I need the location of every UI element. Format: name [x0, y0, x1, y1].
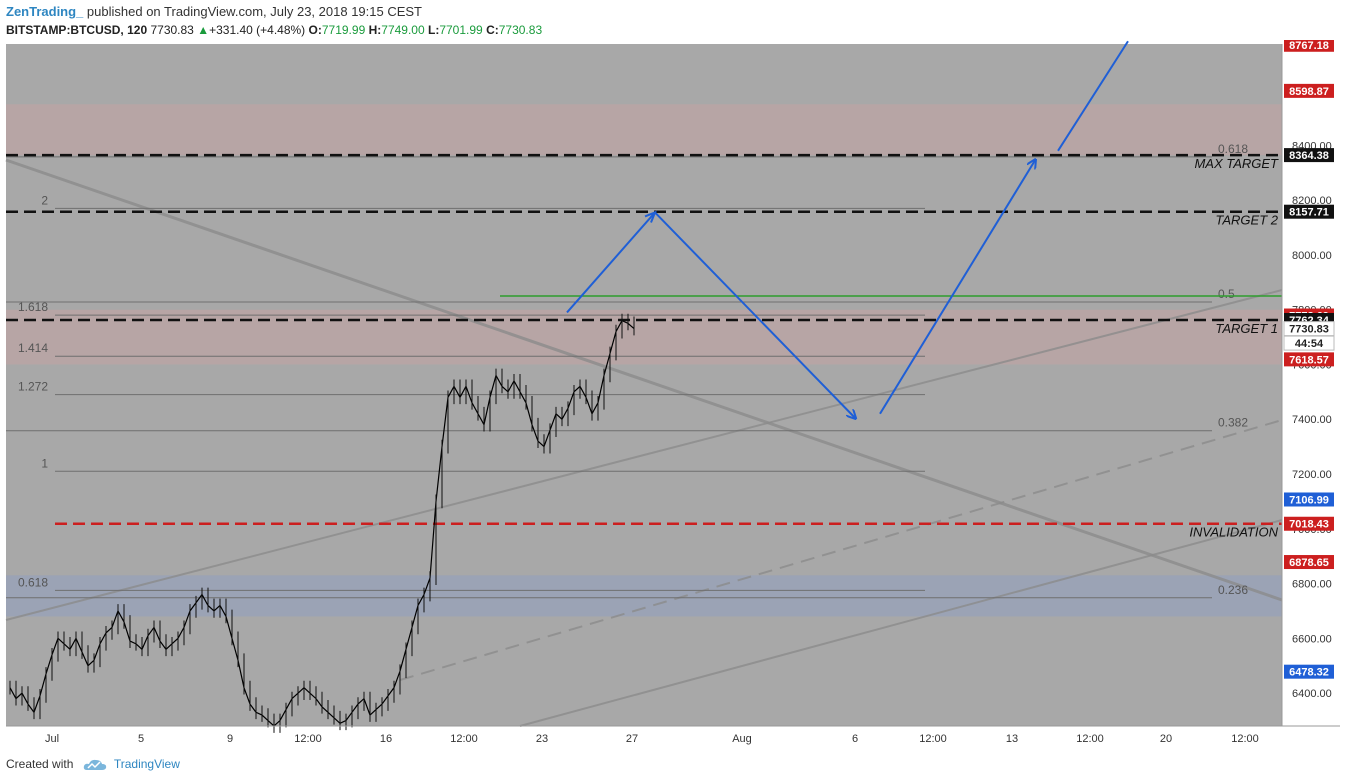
lower-channel-line	[519, 519, 1283, 727]
high-value: 7749.00	[381, 23, 425, 37]
fib-level-label: 1.272	[18, 380, 48, 394]
upper-resistance-zone	[6, 104, 1282, 156]
price-badge	[1284, 83, 1334, 98]
price-badge-label: 8364.38	[1289, 150, 1329, 162]
projection-arrow	[879, 160, 1035, 415]
time-axis[interactable]	[6, 726, 1340, 748]
close-value: 7730.83	[498, 23, 543, 37]
x-tick-label: 12:00	[294, 733, 322, 745]
x-tick-label: 12:00	[450, 733, 478, 745]
price-badge-label: 6878.65	[1289, 557, 1329, 569]
projection-arrow	[1057, 40, 1129, 152]
fib-level-label: 1	[41, 456, 48, 470]
y-tick-label: 6600.00	[1292, 633, 1332, 645]
fib-retracement-label: 0.5	[1218, 287, 1235, 301]
x-tick-label: Jul	[45, 733, 59, 745]
price-badge-label: 44:54	[1295, 338, 1324, 350]
price-badge-label: 8157.71	[1289, 207, 1329, 219]
chart-header: ZenTrading_ published on TradingView.com…	[6, 3, 1336, 43]
x-tick-label: 23	[536, 733, 548, 745]
up-arrow-icon: ▲	[197, 23, 210, 37]
target-level-label: MAX TARGET	[1194, 156, 1279, 171]
fib-retracement-label: 0.236	[1218, 583, 1248, 597]
tradingview-link[interactable]: TradingView	[113, 757, 180, 771]
ascending-trendline	[5, 289, 1283, 621]
y-tick-label: 6400.00	[1292, 688, 1332, 700]
y-tick-label: 8200.00	[1292, 195, 1332, 207]
fib-retracement-label: 0.382	[1218, 416, 1248, 430]
price-badge-label: 6478.32	[1289, 667, 1329, 679]
target-level-label: INVALIDATION	[1189, 525, 1278, 540]
created-with-text: Created with	[6, 757, 74, 771]
descending-trendline	[5, 158, 1283, 602]
price-badge	[1283, 335, 1335, 351]
y-tick-label: 7400.00	[1292, 414, 1332, 426]
tradingview-cloud-icon	[83, 759, 106, 770]
last-price: 7730.83	[150, 23, 194, 37]
price-badge-label: 7730.83	[1289, 324, 1329, 336]
price-badge-label: 7018.43	[1289, 519, 1329, 531]
price-chart[interactable]: 2 1.618 1.414 1.272 1 0.618 0.618 0.5 0.382 0.236…	[0, 40, 1348, 752]
price-badge	[1284, 516, 1334, 531]
low-label: L:	[428, 23, 440, 37]
x-tick-label: 12:00	[1076, 733, 1104, 745]
price-badge	[1284, 555, 1334, 570]
fib-retracement-label: 0.618	[1218, 142, 1248, 156]
x-tick-label: 9	[227, 733, 233, 745]
price-badge-label: 7618.57	[1289, 354, 1329, 366]
price-badge	[1284, 40, 1334, 52]
price-badge	[1284, 148, 1334, 163]
y-tick-label: 6800.00	[1292, 579, 1332, 591]
support-zone	[6, 575, 1282, 617]
open-label: O:	[308, 23, 322, 37]
close-label: C:	[486, 23, 499, 37]
price-badge	[1284, 352, 1334, 367]
x-tick-label: 20	[1160, 733, 1172, 745]
y-tick-label: 7200.00	[1292, 469, 1332, 481]
published-text: published on TradingView.com, July 23, 2…	[86, 4, 423, 19]
ohlc-line: BITSTAMP:BTCUSD, 120 7730.83 ▲+331.40 (+…	[6, 21, 1336, 39]
footer: Created with TradingView	[6, 757, 180, 777]
target-level-label: TARGET 2	[1215, 213, 1278, 228]
x-tick-label: Aug	[732, 733, 752, 745]
high-label: H:	[368, 23, 382, 37]
open-value: 7719.99	[321, 23, 366, 37]
fib-level-label: 1.618	[18, 300, 48, 314]
price-badge-label: 7106.99	[1289, 494, 1329, 506]
fib-level-label: 2	[41, 193, 48, 207]
price-badge-label: 8767.18	[1289, 40, 1329, 52]
fib-level-label: 1.414	[18, 341, 48, 355]
x-tick-label: 5	[138, 733, 144, 745]
symbol-label[interactable]: BITSTAMP:BTCUSD, 120	[6, 23, 148, 37]
y-tick-label: 8000.00	[1292, 250, 1332, 262]
price-badge	[1284, 664, 1334, 679]
x-tick-label: 16	[380, 733, 392, 745]
arrow-peak-icon	[644, 210, 657, 223]
x-tick-label: 27	[626, 733, 638, 745]
publish-line: ZenTrading_ published on TradingView.com…	[6, 3, 1336, 21]
fib-level-label: 0.618	[18, 575, 48, 589]
x-tick-label: 12:00	[1231, 733, 1259, 745]
x-tick-label: 6	[852, 733, 858, 745]
price-badge	[1284, 492, 1334, 507]
target-level-label: TARGET 1	[1215, 321, 1278, 336]
x-tick-label: 12:00	[919, 733, 947, 745]
low-value: 7701.99	[439, 23, 483, 37]
price-badge-label: 8598.87	[1289, 86, 1329, 98]
change-value: +331.40 (+4.48%)	[209, 23, 306, 37]
price-badge	[1284, 204, 1334, 219]
x-tick-label: 13	[1006, 733, 1018, 745]
author-link[interactable]: ZenTrading_	[6, 4, 84, 19]
